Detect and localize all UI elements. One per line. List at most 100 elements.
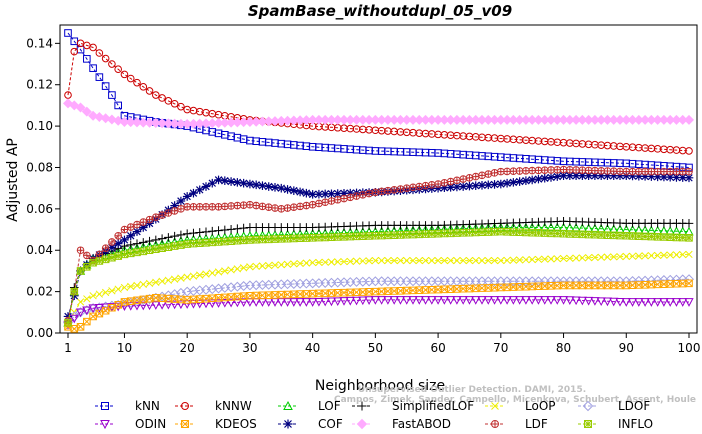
data-point <box>452 182 462 192</box>
data-point <box>114 252 122 260</box>
data-point <box>566 254 574 262</box>
data-point <box>226 298 236 308</box>
data-point <box>138 301 148 311</box>
data-point <box>352 257 361 265</box>
data-point <box>666 167 674 176</box>
data-point <box>113 115 124 126</box>
data-point <box>233 265 242 273</box>
data-point <box>345 188 355 198</box>
data-point <box>226 225 236 234</box>
series-odin <box>63 296 694 330</box>
data-point <box>409 230 417 239</box>
data-point <box>559 254 568 263</box>
data-point <box>302 201 311 210</box>
data-point <box>340 232 348 241</box>
data-point <box>227 202 235 210</box>
data-point <box>208 294 217 303</box>
data-point <box>578 166 587 174</box>
y-tick-label: 0.14 <box>26 36 53 50</box>
data-point <box>408 296 418 305</box>
data-point <box>534 166 543 175</box>
data-point <box>176 196 186 206</box>
data-point <box>602 297 613 307</box>
data-point <box>151 235 161 245</box>
data-point <box>484 256 492 265</box>
data-point <box>326 297 337 307</box>
data-point <box>415 230 424 239</box>
data-point <box>157 234 167 243</box>
data-point <box>94 303 104 313</box>
data-point <box>101 244 110 252</box>
data-point <box>597 167 605 175</box>
data-point <box>603 253 612 261</box>
data-point <box>327 258 336 266</box>
data-point <box>176 300 186 310</box>
data-point <box>615 171 625 181</box>
data-point <box>515 256 524 264</box>
data-point <box>352 192 361 200</box>
data-point <box>471 172 480 181</box>
data-point <box>584 166 593 175</box>
data-point <box>221 267 229 275</box>
data-point <box>671 298 682 307</box>
data-point <box>685 167 693 176</box>
data-point <box>377 287 386 296</box>
data-point <box>88 304 98 314</box>
x-tick-label: 80 <box>556 341 571 355</box>
data-point <box>333 189 343 198</box>
data-point <box>126 74 135 83</box>
data-point <box>327 189 336 199</box>
data-point <box>64 29 72 37</box>
data-point <box>196 271 204 279</box>
y-tick-label: 0.08 <box>26 160 53 174</box>
data-point <box>100 420 110 430</box>
data-point <box>477 180 487 190</box>
data-point <box>195 299 205 309</box>
data-point <box>659 172 669 182</box>
data-point <box>446 177 455 186</box>
data-point <box>181 402 189 410</box>
data-point <box>646 298 656 307</box>
data-point <box>214 268 223 276</box>
data-point <box>653 232 662 241</box>
watermark-line-1: Unsupervised Outlier Detection. DAMI, 20… <box>358 385 586 395</box>
data-point <box>220 225 230 235</box>
data-point <box>302 188 311 198</box>
data-point <box>647 280 656 289</box>
data-point <box>201 182 211 191</box>
data-point <box>169 118 180 129</box>
data-point <box>139 280 147 289</box>
data-point <box>415 182 424 191</box>
data-point <box>433 296 443 305</box>
data-point <box>641 252 649 260</box>
data-point <box>108 91 116 99</box>
data-point <box>133 78 141 87</box>
data-point <box>666 251 674 259</box>
data-point <box>490 169 499 177</box>
data-point <box>95 309 104 318</box>
data-point <box>296 259 304 268</box>
data-point <box>101 288 110 297</box>
data-point <box>491 420 500 428</box>
data-point <box>64 318 72 327</box>
data-point <box>70 47 79 56</box>
data-point <box>420 296 431 305</box>
data-point <box>119 302 130 311</box>
data-point <box>120 250 129 259</box>
data-point <box>660 233 668 241</box>
data-point <box>453 176 461 185</box>
data-point <box>359 232 367 240</box>
data-point <box>289 298 299 307</box>
data-point <box>296 234 304 243</box>
x-tick-label: 20 <box>180 341 195 355</box>
data-point <box>591 166 599 175</box>
data-point <box>628 252 637 260</box>
series-line <box>67 253 690 325</box>
data-point <box>402 230 411 239</box>
legend-label: kNNW <box>215 399 252 413</box>
data-point <box>446 285 455 293</box>
data-point <box>678 233 687 242</box>
data-point <box>565 171 575 181</box>
data-point <box>527 175 537 185</box>
data-point <box>578 254 587 262</box>
